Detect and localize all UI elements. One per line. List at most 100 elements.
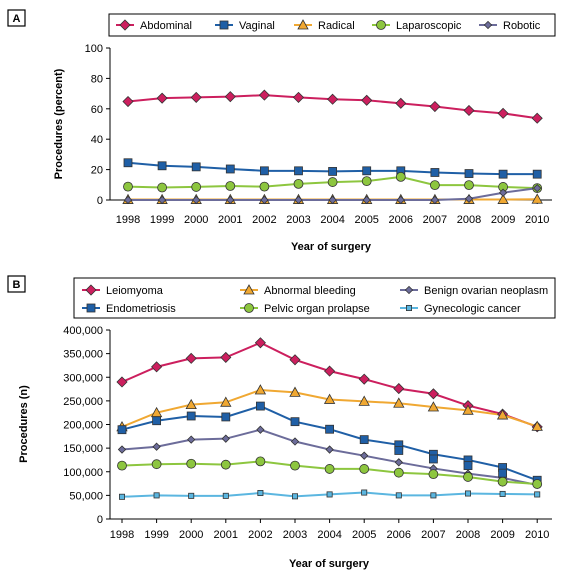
panel-a-point-abdominal	[395, 97, 407, 109]
panel-b-y-tick-label: 0	[97, 514, 103, 526]
panel-b-legend-marker-benign-ovarian-neoplasm	[404, 285, 414, 295]
panel-b-point-abnormal-bleeding	[496, 409, 509, 420]
panel-b-point-gynecologic-cancer	[291, 493, 298, 500]
panel-a-point-robotic	[123, 195, 133, 205]
panel-b-point-benign-ovarian-neoplasm	[152, 442, 161, 451]
panel-a-point-vaginal	[123, 158, 133, 168]
panel-b-x-tick-label: 2009	[490, 529, 514, 541]
panel-a-x-tick-label: 2003	[286, 214, 310, 226]
panel-a-x-tick-label: 2006	[389, 214, 413, 226]
panel-b-legend-marker-pelvic-organ-prolapse	[244, 303, 254, 313]
panel-a-point-vaginal	[464, 169, 474, 178]
panel-a-y-tick-label: 20	[91, 165, 103, 177]
panel-a-legend-marker-abdominal	[119, 19, 131, 31]
panel-b-x-tick-label: 2006	[387, 529, 411, 541]
panel-a-legend-label-robotic: Robotic	[503, 20, 541, 32]
panel-b-point-abnormal-bleeding	[462, 404, 474, 415]
panel-a-point-abdominal	[122, 95, 134, 108]
panel-b-point-abnormal-bleeding	[393, 397, 405, 408]
panel-b-point-leiomyoma	[151, 361, 163, 373]
panel-a-point-laparoscopic	[259, 181, 270, 192]
panel-b-series-line-benign-ovarian-neoplasm	[121, 428, 538, 486]
panel-b-point-leiomyoma	[254, 337, 266, 349]
panel-a-point-laparoscopic	[191, 182, 202, 192]
panel-b-legend-marker-endometriosis	[86, 303, 96, 313]
panel-b-ticks: 0 50,000 100,000 150,000 200,000 250,000 300,0…	[63, 325, 549, 541]
panel-a-point-radical	[531, 193, 543, 204]
panel-b-point-pelvic-organ-prolapse	[532, 479, 543, 489]
panel-a-legend-label-vaginal: Vaginal	[239, 20, 275, 32]
panel-b-legend-label-gynecologic-cancer: Gynecologic cancer	[424, 303, 521, 315]
panel-a-point-laparoscopic	[293, 178, 304, 189]
panel-b-point-benign-ovarian-neoplasm	[360, 451, 369, 460]
panel-a-x-tick-label: 2007	[423, 214, 447, 226]
panel-b-y-tick-label: 350,000	[63, 349, 103, 361]
panel-b-x-tick-label: 2003	[283, 529, 307, 541]
panel-b-legend-marker-abnormal-bleeding	[243, 284, 255, 295]
panel-a-point-abdominal	[224, 91, 236, 103]
panel-b-point-benign-ovarian-neoplasm	[290, 437, 300, 446]
panel-b-point-leiomyoma	[289, 354, 301, 366]
panel-a-point-robotic	[226, 195, 235, 205]
panel-b-letter-box	[7, 275, 26, 293]
panel-b-point-pelvic-organ-prolapse	[359, 464, 370, 474]
panel-a-point-laparoscopic	[327, 177, 338, 187]
panel-b-point-gynecologic-cancer	[464, 490, 471, 497]
panel-a-point-abdominal	[190, 91, 202, 103]
panel-a-point-vaginal	[498, 169, 508, 179]
panel-a-legend: Abdominal Vaginal Radical Laparoscopic Robot…	[116, 19, 541, 32]
panel-a-point-laparoscopic	[225, 181, 236, 191]
panel-a-plot	[122, 89, 543, 205]
panel-a-point-robotic	[362, 195, 371, 205]
panel-a-point-abdominal	[258, 89, 270, 101]
panel-b-legend-box	[73, 277, 556, 319]
panel-b-point-abnormal-bleeding	[289, 386, 301, 397]
panel-b-extra-point-endometriosis	[428, 454, 438, 464]
panel-a-y-tick-label: 0	[97, 195, 103, 207]
panel-a-point-abdominal	[156, 92, 168, 104]
panel-a-x-tick-label: 2009	[491, 214, 515, 226]
panel-b-point-gynecologic-cancer	[395, 492, 402, 499]
panel-a-y-axis-title: Procedures (percent)	[53, 68, 65, 179]
panel-a-point-vaginal	[191, 162, 201, 172]
panel-b-y-tick-label: 200,000	[63, 420, 103, 432]
panel-b-y-tick-label: 400,000	[63, 325, 103, 337]
panel-b-point-abnormal-bleeding	[358, 395, 370, 406]
panel-a-letter: A	[13, 13, 21, 25]
panel-b-x-tick-label: 2001	[214, 529, 238, 541]
panel-a-legend-box	[108, 13, 556, 37]
panel-a-point-laparoscopic	[429, 180, 440, 191]
panel-a-y-tick-label: 40	[91, 134, 103, 146]
panel-a-point-vaginal	[430, 168, 440, 177]
panel-a-point-robotic	[260, 195, 269, 205]
panel-a-point-vaginal	[532, 169, 542, 179]
panel-b-point-benign-ovarian-neoplasm	[256, 425, 265, 434]
panel-b-point-abnormal-bleeding	[220, 396, 232, 407]
panel-b-series-line-leiomyoma	[121, 341, 538, 428]
panel-a-point-laparoscopic	[123, 181, 133, 192]
panel-b-point-pelvic-organ-prolapse	[255, 456, 266, 467]
panel-b-x-tick-label: 2002	[248, 529, 272, 541]
panel-b-point-endometriosis	[221, 412, 231, 422]
panel-b-point-benign-ovarian-neoplasm	[187, 435, 196, 444]
panel-a-x-tick-label: 2008	[457, 214, 481, 226]
panel-b-point-endometriosis	[325, 424, 335, 434]
panel-a-point-radical	[497, 193, 509, 204]
panel-b-y-tick-label: 100,000	[63, 467, 103, 479]
panel-b-point-benign-ovarian-neoplasm	[117, 445, 127, 454]
panel-b-point-abnormal-bleeding	[323, 393, 336, 404]
panel-b-y-tick-label: 50,000	[69, 490, 103, 502]
panel-b-point-pelvic-organ-prolapse	[497, 476, 508, 487]
panel-b-legend-label-benign-ovarian-neoplasm: Benign ovarian neoplasm	[424, 285, 548, 297]
panel-a-point-vaginal	[328, 167, 338, 176]
panel-a-point-vaginal	[362, 166, 372, 176]
panel-b-point-pelvic-organ-prolapse	[290, 460, 300, 471]
panel-a-legend-label-abdominal: Abdominal	[140, 20, 192, 32]
panel-a-legend-marker-robotic	[483, 20, 493, 30]
panel-b-legend-label-leiomyoma: Leiomyoma	[106, 285, 164, 297]
panel-a-x-tick-label: 2000	[184, 214, 208, 226]
panel-a-point-abdominal	[327, 93, 339, 105]
panel-a-point-vaginal	[294, 166, 303, 176]
panel-b-x-tick-label: 2007	[421, 529, 445, 541]
